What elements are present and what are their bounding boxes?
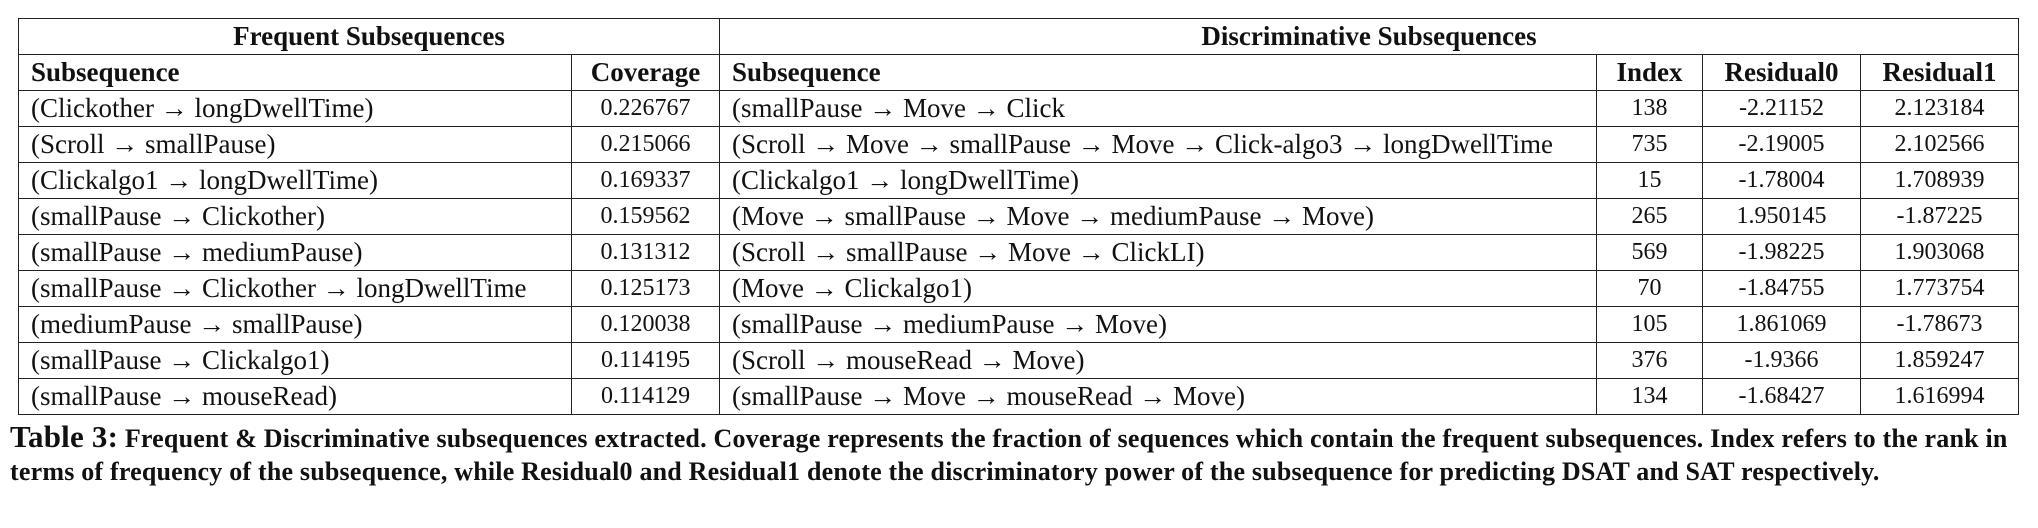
frequent-subsequence-cell: (Clickalgo1 → longDwellTime) bbox=[18, 162, 572, 199]
residual1-cell: 2.102566 bbox=[1860, 126, 2020, 163]
group-header-discriminative: Discriminative Subsequences bbox=[719, 18, 2020, 55]
table-caption-text: Frequent & Discriminative subsequences e… bbox=[10, 424, 2008, 486]
residual0-cell: 1.861069 bbox=[1702, 306, 1862, 343]
table-caption-label: Table 3: bbox=[10, 419, 119, 454]
index-cell: 569 bbox=[1596, 234, 1704, 271]
discriminative-subsequence-cell: (smallPause → Move → mouseRead → Move) bbox=[719, 378, 1598, 415]
frequent-subsequence-cell: (Scroll → smallPause) bbox=[18, 126, 572, 163]
frequent-subsequence-cell: (smallPause → mouseRead) bbox=[18, 378, 572, 415]
index-cell: 376 bbox=[1596, 342, 1704, 379]
table-row: (Clickother → longDwellTime) 0.226767 (s… bbox=[18, 90, 2020, 127]
coverage-cell: 0.125173 bbox=[570, 270, 721, 307]
index-cell: 735 bbox=[1596, 126, 1704, 163]
residual1-cell: -1.78673 bbox=[1860, 306, 2020, 343]
column-header-subsequence-frequent: Subsequence bbox=[18, 54, 572, 91]
frequent-subsequence-cell: (smallPause → Clickother → longDwellTime bbox=[18, 270, 572, 307]
coverage-cell: 0.114129 bbox=[570, 378, 721, 415]
table-row: (Clickalgo1 → longDwellTime) 0.169337 (C… bbox=[18, 162, 2020, 199]
coverage-cell: 0.120038 bbox=[570, 306, 721, 343]
frequent-subsequence-cell: (Clickother → longDwellTime) bbox=[18, 90, 572, 127]
index-cell: 138 bbox=[1596, 90, 1704, 127]
residual1-cell: 1.708939 bbox=[1860, 162, 2020, 199]
column-header-index: Index bbox=[1596, 54, 1704, 91]
residual0-cell: -1.78004 bbox=[1702, 162, 1862, 199]
frequent-subsequence-cell: (smallPause → mediumPause) bbox=[18, 234, 572, 271]
index-cell: 134 bbox=[1596, 378, 1704, 415]
column-header-row: Subsequence Coverage Subsequence Index R… bbox=[18, 54, 2020, 91]
residual1-cell: 1.616994 bbox=[1860, 378, 2020, 415]
coverage-cell: 0.169337 bbox=[570, 162, 721, 199]
index-cell: 70 bbox=[1596, 270, 1704, 307]
table-row: (Scroll → smallPause) 0.215066 (Scroll →… bbox=[18, 126, 2020, 163]
subsequences-table: Frequent Subsequences Discriminative Sub… bbox=[17, 18, 2020, 415]
residual0-cell: -1.84755 bbox=[1702, 270, 1862, 307]
table-row: (smallPause → Clickother → longDwellTime… bbox=[18, 270, 2020, 307]
frequent-subsequence-cell: (smallPause → Clickother) bbox=[18, 198, 572, 235]
residual1-cell: 1.773754 bbox=[1860, 270, 2020, 307]
coverage-cell: 0.114195 bbox=[570, 342, 721, 379]
discriminative-subsequence-cell: (Scroll → Move → smallPause → Move → Cli… bbox=[719, 126, 1598, 163]
frequent-subsequence-cell: (smallPause → Clickalgo1) bbox=[18, 342, 572, 379]
residual1-cell: -1.87225 bbox=[1860, 198, 2020, 235]
table-body: (Clickother → longDwellTime) 0.226767 (s… bbox=[18, 90, 2020, 415]
residual0-cell: -2.19005 bbox=[1702, 126, 1862, 163]
group-header-frequent: Frequent Subsequences bbox=[17, 18, 721, 55]
table-row: (smallPause → Clickother) 0.159562 (Move… bbox=[18, 198, 2020, 235]
residual0-cell: 1.950145 bbox=[1702, 198, 1862, 235]
column-header-coverage: Coverage bbox=[570, 54, 721, 91]
column-header-residual1: Residual1 bbox=[1860, 54, 2020, 91]
coverage-cell: 0.159562 bbox=[570, 198, 721, 235]
discriminative-subsequence-cell: (Clickalgo1 → longDwellTime) bbox=[719, 162, 1598, 199]
residual1-cell: 1.859247 bbox=[1860, 342, 2020, 379]
frequent-subsequence-cell: (mediumPause → smallPause) bbox=[18, 306, 572, 343]
table-row: (smallPause → mediumPause) 0.131312 (Scr… bbox=[18, 234, 2020, 271]
results-table-container: Frequent Subsequences Discriminative Sub… bbox=[17, 18, 2020, 415]
residual1-cell: 1.903068 bbox=[1860, 234, 2020, 271]
discriminative-subsequence-cell: (smallPause → mediumPause → Move) bbox=[719, 306, 1598, 343]
column-header-subsequence-discriminative: Subsequence bbox=[719, 54, 1598, 91]
coverage-cell: 0.226767 bbox=[570, 90, 721, 127]
index-cell: 105 bbox=[1596, 306, 1704, 343]
table-row: (smallPause → Clickalgo1) 0.114195 (Scro… bbox=[18, 342, 2020, 379]
table-row: (smallPause → mouseRead) 0.114129 (small… bbox=[18, 378, 2020, 415]
table-caption: Table 3: Frequent & Discriminative subse… bbox=[10, 420, 2030, 488]
residual0-cell: -1.98225 bbox=[1702, 234, 1862, 271]
index-cell: 265 bbox=[1596, 198, 1704, 235]
coverage-cell: 0.215066 bbox=[570, 126, 721, 163]
residual0-cell: -1.68427 bbox=[1702, 378, 1862, 415]
index-cell: 15 bbox=[1596, 162, 1704, 199]
table-row: (mediumPause → smallPause) 0.120038 (sma… bbox=[18, 306, 2020, 343]
group-header-row: Frequent Subsequences Discriminative Sub… bbox=[17, 18, 2020, 55]
discriminative-subsequence-cell: (Move → smallPause → Move → mediumPause … bbox=[719, 198, 1598, 235]
discriminative-subsequence-cell: (smallPause → Move → Click bbox=[719, 90, 1598, 127]
residual0-cell: -1.9366 bbox=[1702, 342, 1862, 379]
discriminative-subsequence-cell: (Move → Clickalgo1) bbox=[719, 270, 1598, 307]
column-header-residual0: Residual0 bbox=[1702, 54, 1862, 91]
discriminative-subsequence-cell: (Scroll → smallPause → Move → ClickLI) bbox=[719, 234, 1598, 271]
residual1-cell: 2.123184 bbox=[1860, 90, 2020, 127]
residual0-cell: -2.21152 bbox=[1702, 90, 1862, 127]
discriminative-subsequence-cell: (Scroll → mouseRead → Move) bbox=[719, 342, 1598, 379]
coverage-cell: 0.131312 bbox=[570, 234, 721, 271]
